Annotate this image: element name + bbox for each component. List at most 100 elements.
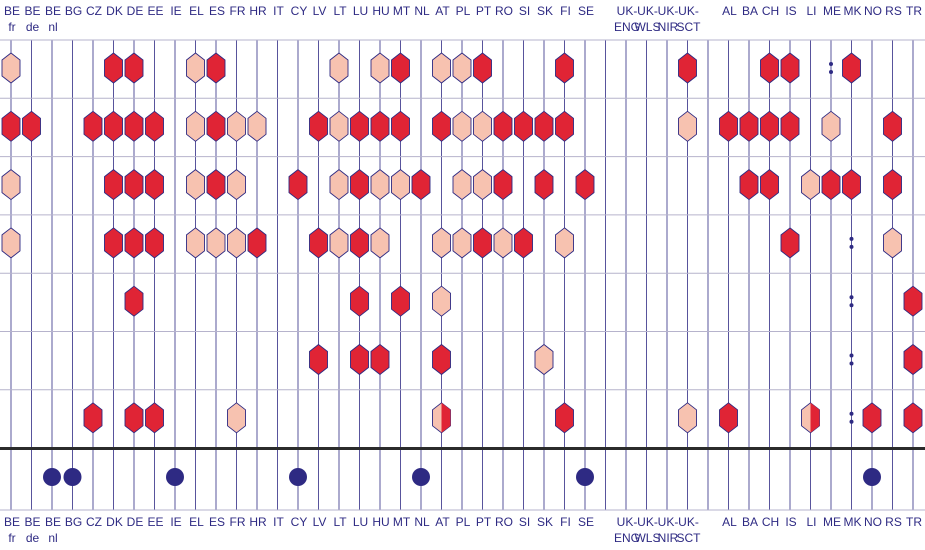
col-label-bottom-4-0: CZ (86, 515, 102, 529)
hex-r6-c35 (719, 402, 738, 434)
hex-r2-c26 (534, 169, 554, 201)
hex-r1-c33 (678, 110, 697, 142)
hex-r2-c23 (473, 169, 492, 201)
bottom-dot-4 (412, 468, 430, 486)
hex-r3-c27 (555, 227, 574, 259)
hex-r2-c17 (350, 169, 369, 201)
col-label-top-44-0: TR (906, 4, 922, 18)
col-label-top-39-0: LI (806, 4, 816, 18)
hex-r1-c18 (370, 110, 390, 142)
col-label-bottom-25-0: SI (519, 515, 530, 529)
col-label-top-1-0: BE (24, 4, 40, 18)
col-label-top-41-0: MK (844, 4, 862, 18)
hex-r1-c24 (493, 110, 513, 142)
hex-r2-c18 (370, 169, 390, 201)
col-label-top-33-1: SCT (677, 20, 702, 34)
hex-r0-c0 (1, 52, 21, 84)
col-label-bottom-42-0: NO (864, 515, 882, 529)
hex-r2-c6 (124, 169, 144, 201)
hex-r3-c0 (1, 227, 21, 259)
colon-bottom-r3-c41 (849, 244, 854, 249)
col-label-bottom-40-0: ME (823, 515, 841, 529)
col-label-bottom-15-0: LV (313, 515, 327, 529)
col-label-top-24-0: RO (495, 4, 513, 18)
hex-r6-c7 (145, 402, 164, 434)
hex-r1-c23 (473, 110, 492, 142)
hex-r3-c10 (206, 227, 226, 259)
col-label-bottom-23-0: PT (476, 515, 492, 529)
hex-r1-c37 (760, 110, 779, 142)
hex-r4-c6 (124, 285, 144, 317)
hex-r1-c17 (350, 110, 369, 142)
bottom-dot-1 (63, 468, 82, 486)
col-label-bottom-35-0: AL (722, 515, 737, 529)
hex-r0-c10 (206, 52, 226, 84)
col-label-bottom-8-0: IE (170, 515, 181, 529)
col-label-top-35-0: AL (722, 4, 737, 18)
col-label-top-11-0: FR (230, 4, 246, 18)
hex-r5-c21 (432, 343, 451, 376)
hex-r0-c27 (555, 52, 574, 84)
col-label-bottom-2-0: BE (45, 515, 61, 529)
col-label-bottom-26-0: SK (537, 515, 553, 529)
hex-r2-c37 (760, 169, 779, 201)
hex-r3-c6 (124, 227, 144, 259)
hex-r2-c39 (801, 169, 820, 201)
hex-r0-c41 (842, 52, 861, 84)
hex-r2-c10 (206, 169, 226, 201)
hex-r0-c21 (432, 52, 451, 84)
col-label-top-43-0: RS (885, 4, 902, 18)
colon-bottom-r0-c40 (829, 70, 833, 74)
hex-r2-c5 (104, 169, 123, 201)
hex-r2-c14 (288, 169, 308, 201)
colon-bottom-r5-c41 (849, 361, 854, 366)
hex-r5-c17 (350, 343, 369, 376)
hex-r4-c44 (903, 285, 923, 317)
col-label-bottom-9-0: EL (189, 515, 204, 529)
hex-r1-c35 (719, 110, 738, 142)
hex-r2-c7 (145, 169, 164, 201)
hex-r1-c9 (186, 110, 205, 142)
hex-r1-c7 (145, 110, 164, 142)
hex-r3-c9 (186, 227, 205, 259)
col-label-bottom-1-1: de (26, 531, 40, 545)
col-label-top-32-0: UK- (658, 4, 679, 18)
hex-r3-c38 (780, 227, 800, 259)
hex-r1-c12 (247, 110, 267, 142)
col-label-bottom-0-0: BE (4, 515, 20, 529)
hex-r1-c40 (821, 110, 841, 142)
hex-r2-c40 (821, 169, 841, 201)
col-label-top-37-0: CH (762, 4, 779, 18)
col-label-bottom-2-1: nl (48, 531, 57, 545)
hex-r0-c6 (124, 52, 144, 84)
col-label-bottom-31-1: WLS (634, 531, 660, 545)
col-label-bottom-41-0: MK (844, 515, 862, 529)
hex-r2-c28 (575, 169, 595, 201)
col-label-top-14-0: CY (291, 4, 308, 18)
hex-r2-c9 (186, 169, 205, 201)
col-label-bottom-27-0: FI (560, 515, 571, 529)
col-label-top-38-0: IS (785, 4, 796, 18)
hex-r0-c9 (186, 52, 205, 84)
col-label-bottom-17-0: LU (353, 515, 368, 529)
hex-r0-c19 (391, 52, 410, 84)
col-label-bottom-28-0: SE (578, 515, 594, 529)
hex-r1-c6 (124, 110, 144, 142)
col-label-bottom-39-0: LI (806, 515, 816, 529)
hex-r0-c22 (452, 52, 472, 84)
col-label-top-10-0: ES (209, 4, 225, 18)
col-label-bottom-36-0: BA (742, 515, 758, 529)
col-label-top-5-0: DK (106, 4, 123, 18)
hex-r1-c25 (514, 110, 533, 142)
hex-r6-c27 (555, 402, 574, 434)
hex-r2-c22 (452, 169, 472, 201)
bottom-dot-2 (166, 468, 184, 486)
hex-r1-c43 (883, 110, 902, 142)
col-label-bottom-22-0: PL (456, 515, 471, 529)
col-label-bottom-0-1: fr (8, 531, 15, 545)
hex-r3-c25 (514, 227, 533, 259)
hex-r4-c19 (391, 285, 410, 317)
col-label-top-12-0: HR (249, 4, 267, 18)
hex-r2-c24 (493, 169, 513, 201)
